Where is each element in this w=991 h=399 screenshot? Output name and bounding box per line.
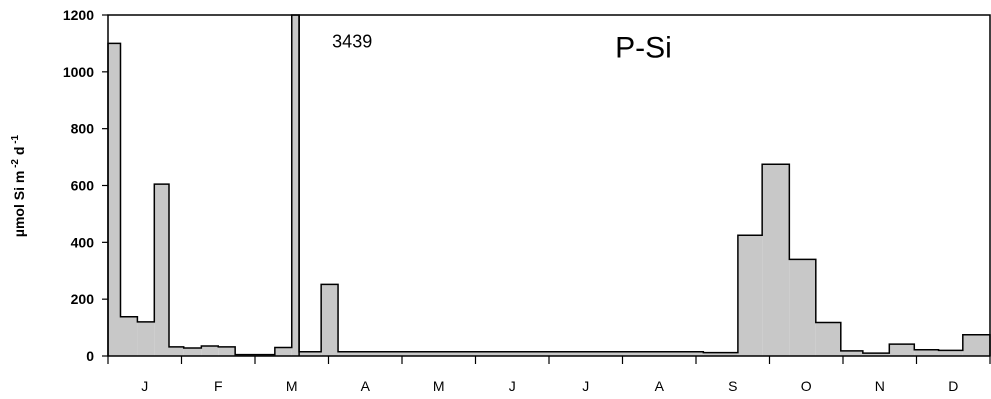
y-axis-label-sup2: -1 bbox=[10, 134, 21, 146]
x-tick-label: J bbox=[141, 378, 148, 394]
y-axis-label-sup1: -2 bbox=[10, 159, 21, 171]
y-tick-label: 800 bbox=[71, 121, 95, 137]
area-step bbox=[338, 351, 704, 356]
area-step bbox=[862, 353, 890, 356]
y-tick-label: 1200 bbox=[63, 7, 94, 23]
y-axis: 0 200 400 600 800 1000 1200 bbox=[63, 7, 108, 364]
y-tick-label: 600 bbox=[71, 178, 95, 194]
y-tick-label: 1000 bbox=[63, 64, 94, 80]
area-step bbox=[938, 350, 963, 356]
area-step bbox=[201, 346, 219, 356]
area-step bbox=[274, 347, 292, 356]
area-layer bbox=[107, 14, 991, 357]
area-step bbox=[183, 348, 202, 356]
series-outline bbox=[107, 14, 991, 356]
area-step bbox=[737, 235, 763, 356]
area-step bbox=[840, 350, 863, 356]
annotations: 3439 P-Si bbox=[332, 32, 672, 65]
x-tick-label: O bbox=[801, 378, 812, 394]
y-tick-label: 0 bbox=[86, 348, 94, 364]
area-step bbox=[321, 284, 339, 356]
area-step bbox=[889, 344, 915, 356]
area-step bbox=[815, 322, 841, 356]
x-tick-label: M bbox=[286, 378, 298, 394]
y-tick-label: 400 bbox=[71, 234, 95, 250]
area-step bbox=[291, 15, 300, 356]
x-tick-label: J bbox=[582, 378, 589, 394]
x-tick-label: S bbox=[728, 378, 737, 394]
area-step bbox=[120, 316, 138, 356]
x-tick-label: D bbox=[948, 378, 958, 394]
x-tick-label: J bbox=[509, 378, 516, 394]
area-step bbox=[108, 43, 121, 357]
y-tick-label: 200 bbox=[71, 291, 95, 307]
x-tick-label: F bbox=[214, 378, 223, 394]
x-tick-label: A bbox=[361, 378, 371, 394]
y-axis-label-base: µmol Si m bbox=[11, 171, 27, 237]
panel-label: P-Si bbox=[615, 32, 672, 65]
plot-frame bbox=[107, 14, 991, 357]
area-step bbox=[218, 346, 236, 356]
peak-value-label: 3439 bbox=[332, 32, 372, 52]
area-step bbox=[137, 321, 155, 356]
x-tick-label: A bbox=[655, 378, 665, 394]
area-step bbox=[169, 346, 184, 356]
area-step bbox=[914, 349, 939, 356]
y-axis-label-mid: d bbox=[11, 147, 27, 159]
x-tick-label: N bbox=[875, 378, 885, 394]
y-axis-label: µmol Si m -2 d -1 bbox=[10, 134, 27, 237]
area-step bbox=[299, 351, 322, 356]
area-step bbox=[789, 259, 816, 356]
area-step bbox=[154, 184, 170, 356]
area-step bbox=[762, 164, 790, 356]
area-step bbox=[703, 352, 738, 356]
area-step bbox=[962, 334, 990, 356]
x-tick-label: M bbox=[433, 378, 445, 394]
